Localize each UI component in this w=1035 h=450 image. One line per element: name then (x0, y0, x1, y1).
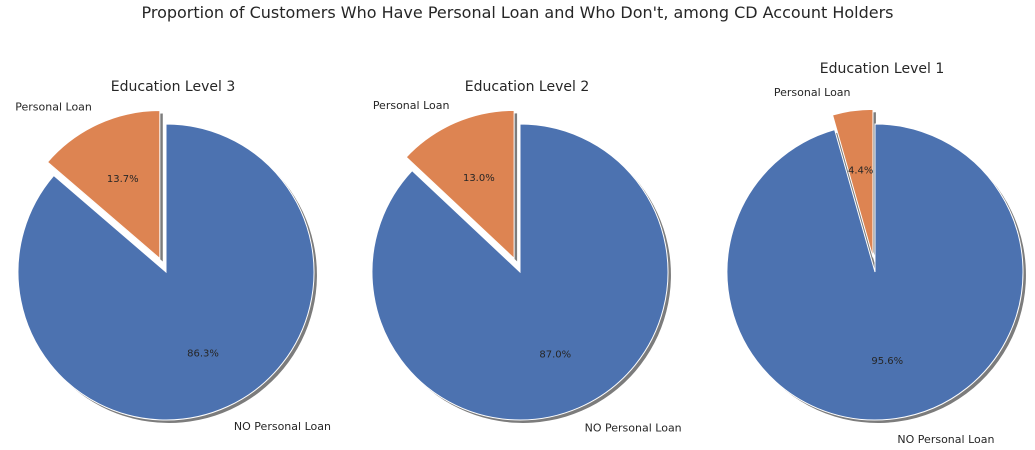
pie-category-label: Personal Loan (373, 99, 450, 112)
pie-category-label: NO Personal Loan (897, 433, 994, 446)
pie-labels: 4.4% Personal Loan 95.6% NO Personal Loan (774, 86, 995, 446)
pie-title: Education Level 3 (111, 79, 235, 95)
pie-slice-personal-loan (46, 110, 161, 260)
pie-category-label: Personal Loan (15, 101, 92, 114)
pie-value-label: 95.6% (871, 356, 903, 367)
pie-category-label: NO Personal Loan (234, 420, 331, 433)
pie-category-label: NO Personal Loan (585, 421, 682, 434)
pie-chart-1: Education Level 3 13.7% Personal Loan 86.3%… (15, 79, 331, 433)
pie-wedges (726, 108, 1024, 421)
pie-value-label: 4.4% (848, 165, 873, 176)
pie-wedges (17, 110, 315, 421)
pie-category-label: Personal Loan (774, 86, 851, 99)
pie-title: Education Level 2 (465, 79, 589, 95)
pie-slice-personal-loan (405, 109, 515, 260)
pie-wedges (371, 109, 669, 421)
pie-chart-3: Education Level 1 4.4% Personal Loan 95.6% N… (726, 61, 1026, 446)
figure-title: Proportion of Customers Who Have Persona… (141, 3, 894, 22)
pie-labels: 13.0% Personal Loan 87.0% NO Personal Loan (373, 99, 682, 434)
pie-value-label: 86.3% (187, 349, 219, 360)
pie-slice-no-personal-loan (726, 123, 1024, 421)
pie-slice-personal-loan (831, 108, 874, 258)
pie-value-label: 13.7% (107, 174, 139, 185)
pie-chart-2: Education Level 2 13.0% Personal Loan 87.0%… (371, 79, 682, 434)
pie-value-label: 13.0% (463, 173, 495, 184)
pie-labels: 13.7% Personal Loan 86.3% NO Personal Loan (15, 101, 331, 433)
pie-slice-no-personal-loan (371, 123, 669, 421)
pie-title: Education Level 1 (820, 61, 944, 77)
pie-value-label: 87.0% (539, 349, 571, 360)
pie-slice-no-personal-loan (17, 123, 315, 421)
